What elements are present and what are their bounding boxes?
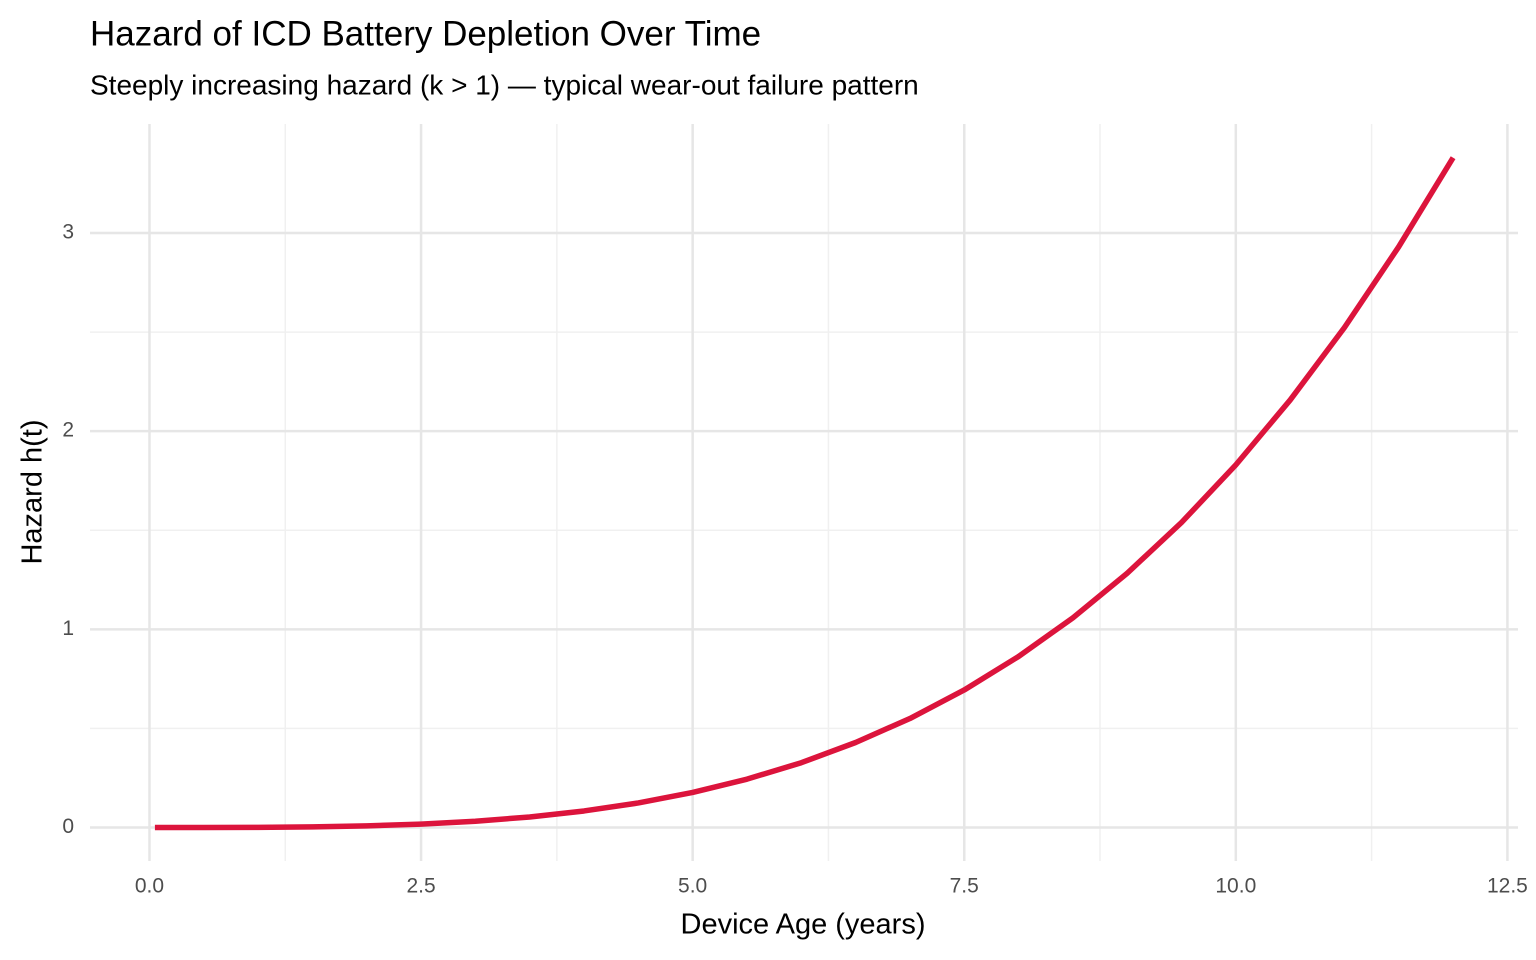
y-tick-label: 2 [62, 419, 74, 442]
x-tick-label: 2.5 [406, 875, 435, 898]
hazard-line [154, 156, 1456, 831]
y-tick-label: 3 [62, 221, 74, 244]
x-tick-label: 5.0 [678, 875, 707, 898]
y-tick-label: 0 [62, 815, 74, 838]
x-axis-title: Device Age (years) [681, 909, 926, 941]
grid [90, 124, 1518, 861]
chart-subtitle: Steeply increasing hazard (k > 1) — typi… [90, 69, 919, 100]
y-tick-label: 1 [62, 617, 74, 640]
x-tick-label: 0.0 [135, 875, 164, 898]
x-tick-label: 10.0 [1215, 875, 1256, 898]
chart-title: Hazard of ICD Battery Depletion Over Tim… [90, 14, 761, 53]
x-tick-label: 12.5 [1487, 875, 1528, 898]
y-axis-title: Hazard h(t) [17, 419, 49, 564]
x-tick-label: 7.5 [950, 875, 979, 898]
